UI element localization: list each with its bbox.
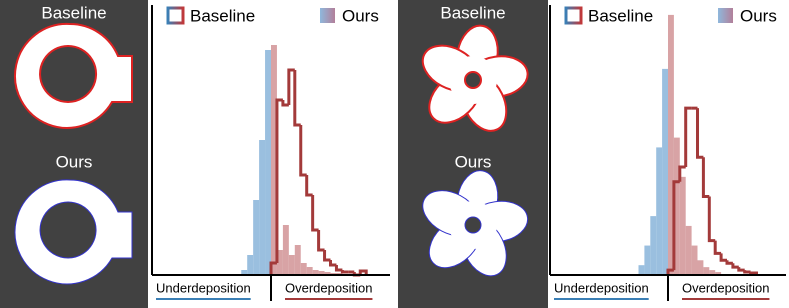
hist-bar [703, 267, 710, 275]
panel-label: Baseline [41, 3, 106, 22]
shape-ours [14, 179, 133, 285]
hist-bar [294, 245, 301, 275]
hist-outline [358, 269, 368, 275]
hist-outline [329, 260, 337, 267]
hist-bar [282, 225, 289, 275]
legend-swatch [320, 8, 335, 23]
hist-outline [719, 253, 727, 262]
hist-outline [743, 270, 751, 274]
hist-bar [276, 250, 283, 275]
legend-swatch [564, 6, 583, 25]
hist-outline [299, 125, 307, 177]
hist-bar [253, 200, 260, 275]
hist-bar [656, 147, 663, 275]
legend-swatch [718, 8, 733, 23]
hist-outline [340, 270, 349, 274]
hist-bar [300, 263, 307, 275]
legend-label: Baseline [190, 6, 255, 25]
legend-swatch [166, 6, 185, 25]
hist-outline [323, 250, 331, 262]
hist-bar [247, 255, 254, 275]
shape-baseline [14, 22, 133, 129]
hist-bar [324, 272, 331, 275]
shape-baseline [421, 24, 529, 132]
hist-outline [678, 165, 686, 182]
hist-bar [673, 137, 680, 275]
hist-outline [684, 106, 692, 168]
hist-bar [650, 216, 657, 275]
hist-bar [715, 272, 722, 275]
hist-bar [662, 68, 668, 275]
hist-bar [691, 245, 698, 275]
hist-outline [707, 196, 716, 243]
hist-outline [293, 70, 301, 127]
hist-outline [696, 108, 704, 159]
panel-label: Ours [455, 152, 492, 171]
shape-ours [422, 170, 529, 277]
hist-outline [725, 260, 733, 265]
hist-outline [311, 195, 319, 232]
hist-bar [259, 140, 266, 275]
hist-bar [241, 270, 248, 275]
hist-bar [685, 225, 692, 275]
legend-label: Ours [740, 6, 777, 25]
hist-outline [305, 175, 313, 197]
hist-outline [281, 100, 289, 107]
hist-bar [318, 271, 325, 275]
hist-bar [265, 50, 271, 275]
hist-bar [709, 270, 716, 275]
axis-annotation: Overdeposition [682, 280, 769, 295]
hist-bar [288, 255, 295, 275]
hist-outline [317, 230, 325, 252]
hist-outline [701, 157, 710, 198]
hist-outline [275, 98, 283, 263]
hist-bar [668, 14, 674, 275]
legend-label: Baseline [588, 6, 653, 25]
hist-outline [287, 68, 295, 105]
hist-outline [737, 267, 745, 272]
axis-annotation: Underdeposition [156, 280, 251, 295]
hist-bar [697, 260, 704, 275]
legend-label: Ours [342, 6, 379, 25]
hist-bar [638, 265, 645, 275]
hist-outline [672, 180, 680, 271]
hist-outline [334, 265, 343, 272]
hist-bar [679, 176, 686, 275]
axis-annotation: Underdeposition [554, 280, 649, 295]
hist-bar [306, 267, 313, 275]
hist-bar [644, 245, 651, 275]
hist-bar [312, 270, 319, 275]
axis-annotation: Overdeposition [285, 280, 372, 295]
hist-outline [666, 268, 674, 275]
hist-outline [731, 263, 739, 269]
hist-outline [269, 261, 277, 275]
panel-label: Baseline [440, 3, 505, 22]
hist-bar [271, 45, 277, 275]
panel-label: Ours [56, 152, 93, 171]
hist-outline [713, 240, 722, 255]
